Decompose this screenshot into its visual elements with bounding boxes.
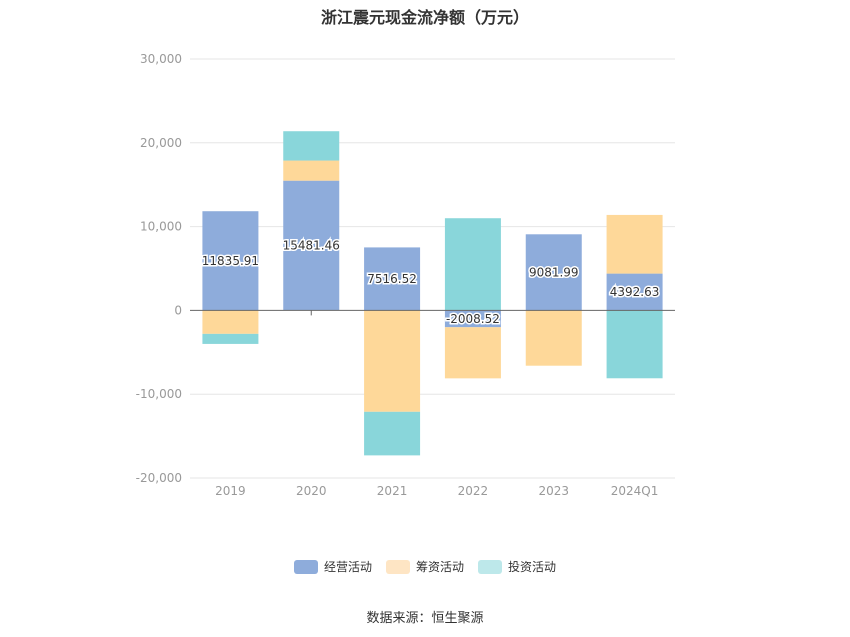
data-label: 9081.99 [529,265,579,279]
legend-swatch-financing [385,559,410,574]
data-label: 4392.63 [610,285,660,299]
y-tick-label: -10,000 [136,387,182,401]
bar-segment [283,160,340,181]
y-tick-label: 0 [174,303,182,317]
bar-segment [364,310,421,412]
bar-segment [202,333,259,344]
chart-title: 浙江震元现金流净额（万元） [320,8,529,27]
legend-item-operating[interactable]: 经营活动 [293,558,372,575]
y-tick-label: 20,000 [140,136,182,150]
bar-segment [606,310,663,379]
chart-legend: 经营活动 筹资活动 投资活动 [0,558,850,575]
bar-segment [525,310,582,366]
bar-segment [364,411,421,456]
x-tick-label: 2019 [215,484,246,498]
y-tick-label: -20,000 [136,471,182,485]
x-tick-label: 2024Q1 [611,484,659,498]
bar-segment [283,180,340,311]
x-tick-label: 2020 [296,484,327,498]
legend-label-financing: 筹资活动 [415,560,464,574]
x-tick-label: 2021 [377,484,408,498]
bar-segment [364,247,421,311]
data-source: 数据来源：恒生聚源 [366,611,484,626]
bar-segment [444,310,501,328]
bar-segment [606,214,663,274]
legend-item-investing[interactable]: 投资活动 [478,558,556,575]
bar-segment [444,218,501,311]
data-label: -2008.52 [446,312,500,326]
legend-label-operating: 经营活动 [323,560,372,574]
y-tick-label: 30,000 [140,52,182,66]
data-label: 7516.52 [367,272,417,286]
data-label: 11835.91 [202,254,259,268]
x-tick-label: 2022 [458,484,489,498]
bar-segment [444,327,501,379]
bar-segment [283,131,340,161]
bar-segment [202,211,259,311]
data-label: 15481.46 [283,239,340,253]
legend-swatch-investing [478,559,502,574]
bar-segment [202,310,259,334]
bar-segment [525,234,582,311]
legend-item-financing[interactable]: 筹资活动 [385,558,464,575]
y-tick-label: 10,000 [140,220,182,234]
bar-segment [606,273,663,311]
legend-swatch-operating [293,559,318,574]
legend-label-investing: 投资活动 [508,560,557,574]
x-tick-label: 2023 [538,484,569,498]
